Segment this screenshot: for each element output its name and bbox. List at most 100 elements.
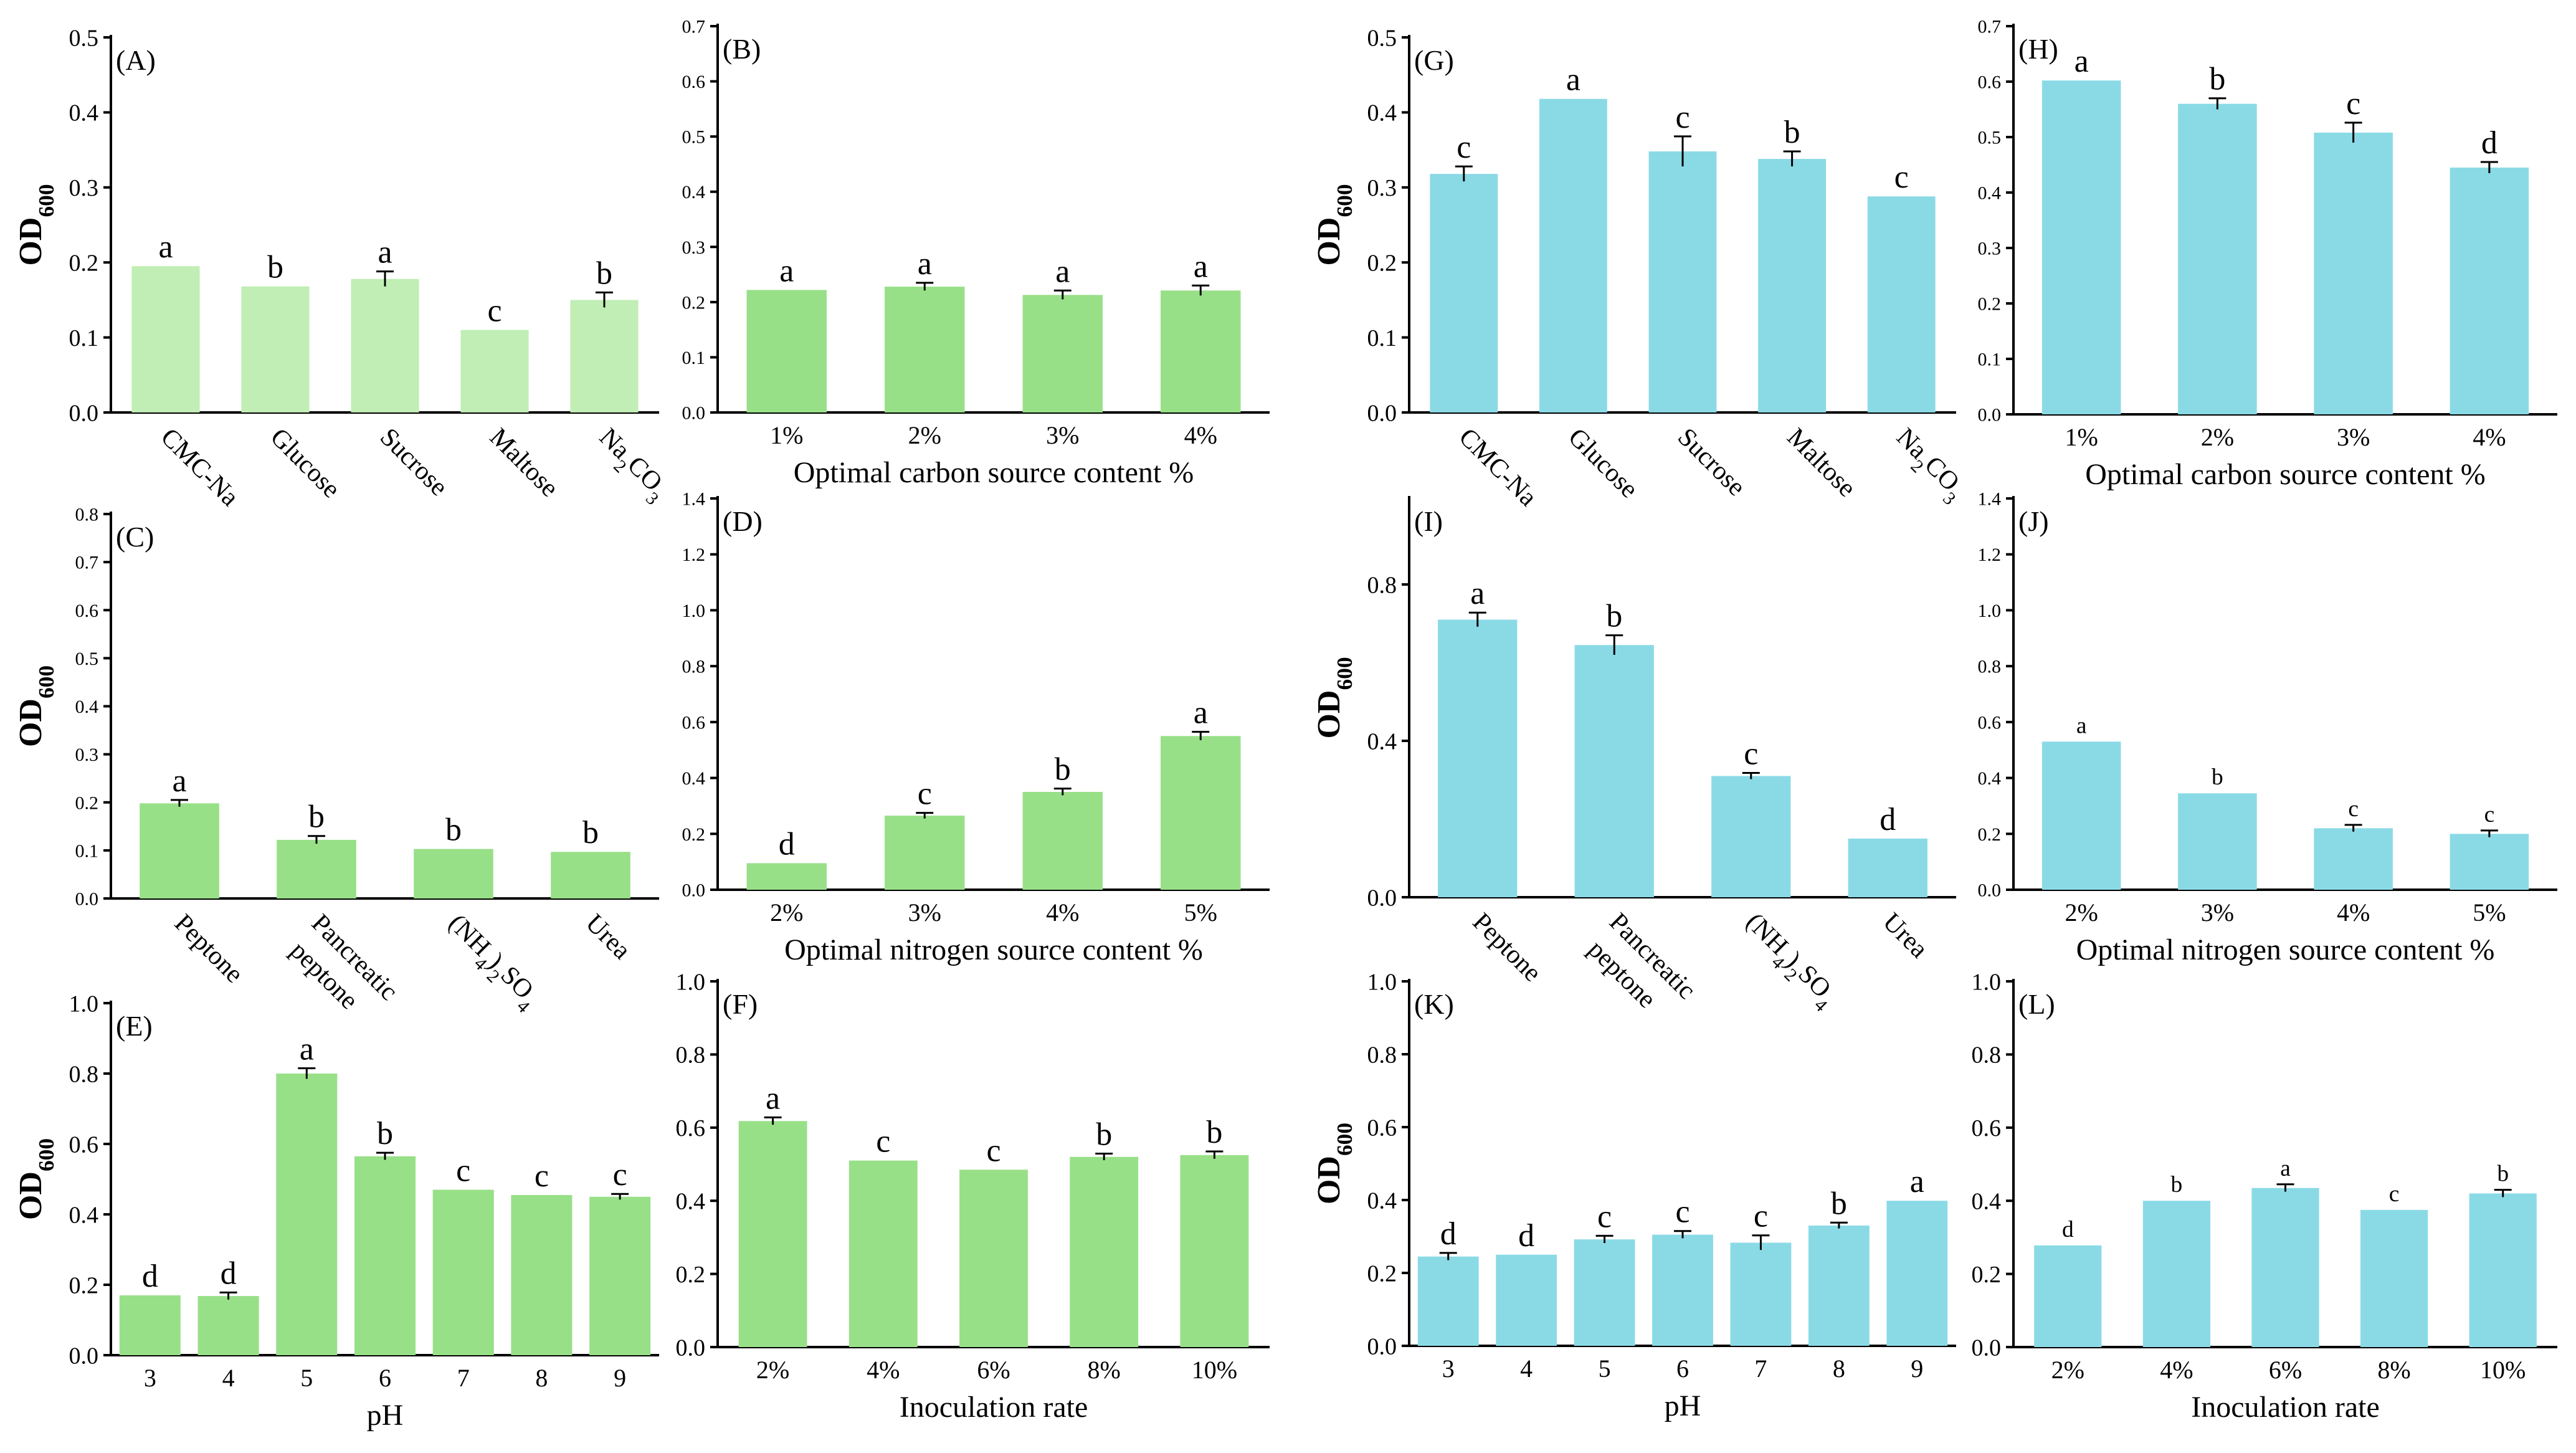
x-tick-label: 8	[535, 1364, 548, 1392]
x-tick-label: Na2CO3	[588, 423, 674, 509]
y-axis-label: OD600	[1311, 184, 1357, 265]
significance-letter: a	[1470, 576, 1485, 611]
x-tick-label: 2%	[2201, 423, 2234, 451]
significance-letter: c	[2389, 1181, 2400, 1207]
panel-label: (B)	[723, 33, 761, 65]
y-tick-label: 0.8	[1972, 1042, 2002, 1069]
chart-panel-A: 0.0 0.1 0.2 0.3 0.4 0.5 (A) a CMC-Na b Glucose a Suc…	[13, 25, 674, 512]
y-tick-label: 0.2	[69, 1272, 99, 1298]
significance-letter: d	[221, 1255, 237, 1291]
bar	[1539, 98, 1607, 412]
y-tick-label: 0.2	[682, 292, 706, 313]
y-tick-label: 0.8	[75, 505, 99, 525]
significance-letter: a	[300, 1032, 314, 1067]
bar	[2041, 80, 2121, 415]
bar	[570, 300, 639, 412]
significance-letter: a	[1566, 62, 1580, 98]
y-tick-label: 0.4	[1367, 1188, 1397, 1214]
significance-letter: a	[2280, 1156, 2291, 1181]
x-tick-label: Glucose	[265, 423, 346, 504]
y-tick-label: 1.4	[1978, 489, 2002, 510]
bar	[354, 1156, 416, 1355]
y-tick-label: 0.2	[1978, 824, 2002, 845]
x-tick-label: 7	[457, 1364, 470, 1392]
bar	[1574, 645, 1654, 897]
y-tick-label: 0.4	[1367, 100, 1397, 126]
significance-letter: a	[2076, 713, 2087, 738]
x-tick-label: 4%	[2160, 1356, 2193, 1384]
x-tick-label: 4%	[2337, 898, 2370, 927]
significance-letter: c	[2484, 802, 2495, 827]
bar	[414, 849, 493, 898]
chart-panel-I: 0.00.40.8(I)aPeptonebPancreaticpeptonec(…	[1311, 496, 1956, 1016]
y-tick-label: 0.4	[1978, 768, 2002, 789]
bar	[276, 1074, 338, 1355]
x-tick-label: 4%	[2473, 423, 2506, 451]
y-tick-label: 0.7	[75, 553, 99, 573]
x-tick-label: 1%	[2065, 423, 2098, 451]
x-tick-label: 6%	[977, 1356, 1010, 1384]
bar	[2178, 103, 2257, 414]
significance-letter: a	[1194, 249, 1208, 284]
panel-label: (G)	[1414, 44, 1454, 76]
y-tick-label: 0.3	[1367, 175, 1397, 201]
significance-letter: b	[1784, 115, 1800, 150]
y-tick-label: 0.3	[1978, 239, 2002, 259]
bar	[2251, 1188, 2319, 1347]
bar	[746, 863, 827, 890]
y-tick-label: 1.0	[1367, 969, 1397, 995]
bar	[2469, 1193, 2537, 1347]
x-tick-label: 6%	[2269, 1356, 2302, 1384]
bar	[551, 852, 630, 898]
chart-panel-J: 0.0 0.2 0.4 0.6 0.8 1.0 1.2 1.4 (J) a 2% b 3% c 4% c 5% O…	[1978, 489, 2557, 966]
bar	[140, 803, 219, 898]
x-tick-label: 3	[144, 1364, 156, 1392]
significance-letter: b	[1831, 1186, 1847, 1221]
y-tick-label: 0.2	[1367, 250, 1397, 277]
significance-letter: c	[1744, 736, 1758, 771]
significance-letter: c	[1457, 130, 1471, 165]
y-tick-label: 0.0	[682, 403, 706, 424]
significance-letter: b	[1606, 599, 1622, 634]
significance-letter: c	[613, 1157, 627, 1193]
bar	[131, 266, 200, 412]
significance-letter: b	[377, 1116, 393, 1151]
x-axis-title: Optimal nitrogen source content %	[784, 933, 1203, 966]
significance-letter: c	[1754, 1199, 1768, 1234]
significance-letter: a	[172, 763, 186, 799]
significance-letter: d	[142, 1259, 158, 1294]
x-tick-label: 10%	[1192, 1356, 1237, 1384]
bar	[197, 1296, 259, 1355]
y-tick-label: 0.4	[69, 100, 99, 126]
x-tick-label: 5%	[2473, 898, 2506, 927]
y-tick-label: 0.0	[69, 1343, 99, 1369]
significance-letter: a	[1910, 1164, 1924, 1199]
bar	[2142, 1201, 2211, 1347]
y-tick-label: 0.6	[1978, 712, 2002, 733]
x-tick-label: 5	[300, 1364, 313, 1392]
bar	[1161, 290, 1241, 412]
significance-letter: b	[1055, 752, 1071, 788]
chart-panel-F: 0.0 0.2 0.4 0.6 0.8 1.0 (F) a 2% c 4% c 6% b 8% b 10% Ino…	[676, 969, 1270, 1424]
y-tick-label: 0.0	[1367, 885, 1397, 911]
significance-letter: d	[1518, 1218, 1534, 1254]
x-axis-title: pH	[367, 1399, 404, 1432]
y-tick-label: 0.0	[1972, 1335, 2002, 1361]
y-tick-label: 0.7	[682, 17, 706, 37]
y-tick-label: 0.1	[75, 841, 99, 861]
chart-panel-C: 0.00.10.20.30.40.50.60.70.8(C)aPeptonebP…	[13, 505, 659, 1017]
bar	[2450, 834, 2529, 890]
y-tick-label: 0.8	[1367, 1042, 1397, 1068]
x-tick-label: 6	[1676, 1355, 1689, 1383]
y-axis-label: OD600	[1311, 657, 1357, 738]
x-axis-title: Optimal nitrogen source content %	[2076, 933, 2495, 966]
y-tick-label: 0.5	[682, 127, 706, 148]
bar	[277, 839, 356, 898]
significance-letter: c	[487, 293, 501, 329]
bar	[1648, 151, 1717, 412]
y-tick-label: 0.0	[1367, 1333, 1397, 1360]
panel-label: (F)	[723, 988, 758, 1020]
bar	[885, 287, 965, 412]
significance-letter: b	[2212, 765, 2223, 790]
x-axis-title: Inoculation rate	[2191, 1391, 2380, 1424]
